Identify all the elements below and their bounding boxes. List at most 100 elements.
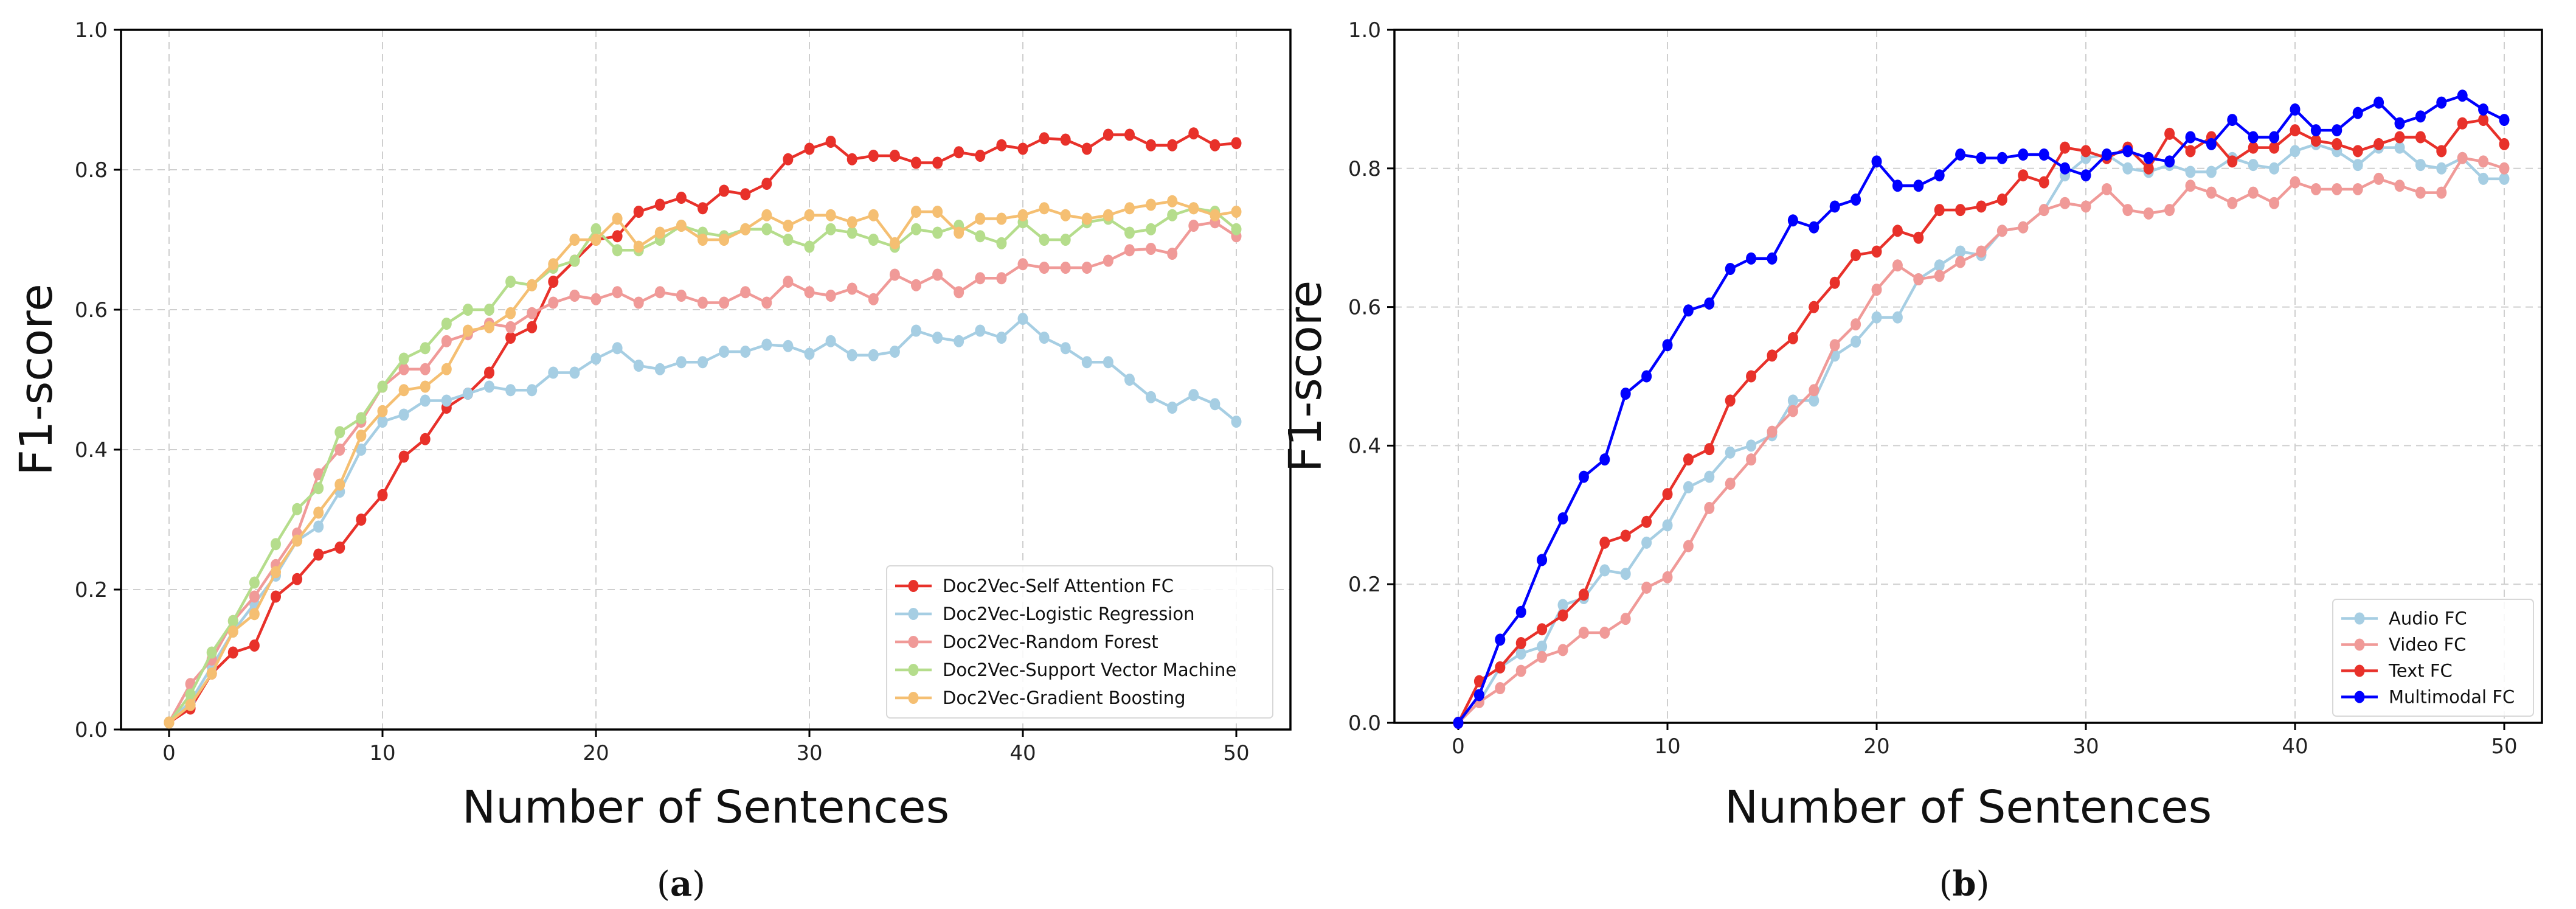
data-point <box>825 209 836 221</box>
data-point <box>2060 162 2071 175</box>
data-point <box>505 321 516 333</box>
data-point <box>1871 155 1882 168</box>
data-point <box>825 335 836 347</box>
data-point <box>1829 200 1840 213</box>
data-point <box>1809 301 1819 313</box>
data-point <box>654 286 665 299</box>
data-point <box>1725 394 1736 407</box>
data-point <box>1955 204 1966 217</box>
plot-frame <box>1393 29 2543 724</box>
data-point <box>1976 200 1987 213</box>
data-point <box>206 646 217 659</box>
data-point <box>1704 470 1715 483</box>
data-point <box>2185 179 2196 192</box>
data-point <box>954 286 964 299</box>
legend-marker <box>908 608 919 620</box>
data-point <box>505 307 516 319</box>
data-point <box>975 212 986 225</box>
data-point <box>868 349 879 361</box>
y-tick-label: 0.6 <box>1348 296 1381 320</box>
data-point <box>804 347 815 360</box>
data-point <box>462 388 473 400</box>
data-point <box>1081 212 1092 225</box>
data-point <box>1167 139 1178 152</box>
data-point <box>505 384 516 397</box>
data-point <box>612 244 623 257</box>
legend-item: Video FC <box>2341 635 2466 655</box>
data-point <box>975 272 986 285</box>
data-point <box>1124 202 1135 215</box>
y-tick-label: 0.8 <box>1348 157 1381 181</box>
plot-frame <box>120 29 1292 731</box>
data-point <box>1934 270 1945 282</box>
data-point <box>1210 209 1220 221</box>
data-point <box>1641 370 1652 383</box>
caption-letter: a <box>670 864 692 904</box>
data-point <box>1641 536 1652 549</box>
data-point <box>334 444 345 456</box>
data-point <box>2060 197 2071 209</box>
data-point <box>719 184 730 197</box>
data-point <box>2018 148 2029 161</box>
data-point <box>548 296 559 309</box>
data-point <box>1641 581 1652 594</box>
data-point <box>398 352 409 365</box>
data-point <box>1473 689 1484 702</box>
data-point <box>2206 186 2217 199</box>
data-point <box>2185 145 2196 158</box>
data-point <box>2269 162 2280 175</box>
data-point <box>889 268 900 281</box>
data-point <box>2373 96 2384 109</box>
data-point <box>2310 124 2321 137</box>
data-point <box>1578 588 1589 601</box>
data-point <box>227 625 238 638</box>
legend-label: Doc2Vec-Gradient Boosting <box>943 688 1186 708</box>
data-point <box>1146 139 1157 152</box>
data-point <box>975 150 986 162</box>
data-point <box>484 380 494 393</box>
data-point <box>1934 169 1945 182</box>
legend-label: Multimodal FC <box>2389 687 2515 708</box>
data-point <box>847 282 857 295</box>
data-point <box>1996 152 2007 164</box>
data-point <box>783 340 794 352</box>
y-tick-label: 0.0 <box>75 718 108 742</box>
data-point <box>1809 394 1819 407</box>
data-point <box>1188 389 1199 402</box>
data-point <box>2206 138 2217 150</box>
data-point <box>484 366 494 379</box>
data-point <box>1871 284 1882 296</box>
data-point <box>1976 152 1987 164</box>
data-point <box>2080 169 2091 182</box>
data-point <box>527 279 538 291</box>
data-point <box>420 433 431 445</box>
data-point <box>398 363 409 375</box>
data-point <box>1557 599 1568 611</box>
data-point <box>569 234 580 246</box>
data-point <box>1515 605 1526 618</box>
legend-item: Doc2Vec-Gradient Boosting <box>895 688 1186 708</box>
data-point <box>2227 114 2238 127</box>
data-point <box>932 156 943 169</box>
data-point <box>1146 223 1157 235</box>
data-point <box>698 202 708 215</box>
data-point <box>1146 242 1157 255</box>
data-point <box>954 226 964 239</box>
legend-item: Doc2Vec-Logistic Regression <box>895 604 1194 624</box>
data-point <box>1871 311 1882 324</box>
data-point <box>1231 223 1242 235</box>
data-point <box>2415 110 2426 123</box>
data-point <box>2122 162 2133 175</box>
data-point <box>2310 134 2321 147</box>
data-point <box>2352 145 2363 158</box>
data-point <box>1017 258 1028 271</box>
data-point <box>356 444 367 456</box>
data-point <box>2332 124 2342 137</box>
data-point <box>847 349 857 361</box>
data-point <box>441 363 452 375</box>
data-point <box>1892 259 1903 272</box>
legend: Audio FC Video FC Text FC Multimodal FC <box>2332 599 2534 717</box>
data-point <box>1017 142 1028 155</box>
data-point <box>334 426 345 439</box>
data-point <box>1662 339 1673 352</box>
